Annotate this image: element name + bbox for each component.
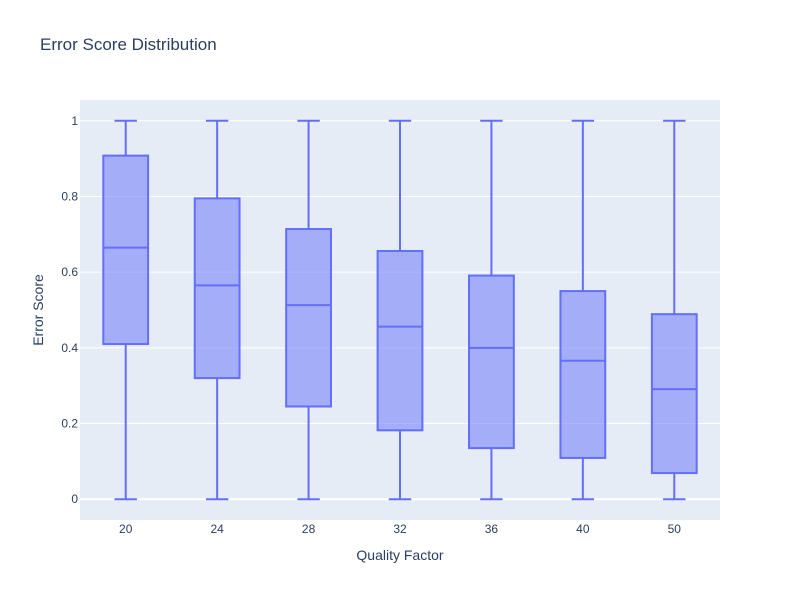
box-iqr xyxy=(468,274,515,450)
box-group xyxy=(285,119,332,501)
y-axis-title: Error Score xyxy=(30,274,46,346)
chart-title: Error Score Distribution xyxy=(40,35,217,54)
y-tick-label: 0.4 xyxy=(61,341,78,355)
box-iqr xyxy=(650,313,698,475)
x-tick-label: 32 xyxy=(393,522,407,536)
y-axis-ticks: 0 0.2 0.4 0.6 0.8 1 xyxy=(61,114,78,506)
y-tick-label: 0.8 xyxy=(61,189,78,203)
x-tick-label: 50 xyxy=(668,522,682,536)
y-tick-label: 0 xyxy=(71,492,78,506)
y-tick-label: 0.6 xyxy=(61,265,78,279)
x-axis-ticks: 20 24 28 32 36 40 50 xyxy=(119,522,681,536)
box-group xyxy=(650,119,698,501)
box-iqr xyxy=(285,228,332,408)
box-iqr xyxy=(193,197,241,380)
box-iqr xyxy=(559,290,607,459)
x-tick-label: 28 xyxy=(302,522,316,536)
box-group xyxy=(102,119,150,501)
x-tick-label: 36 xyxy=(485,522,499,536)
x-tick-label: 24 xyxy=(210,522,224,536)
box-group xyxy=(468,119,515,501)
x-axis-title: Quality Factor xyxy=(356,547,443,563)
y-tick-label: 1 xyxy=(71,114,78,128)
box-group xyxy=(193,119,241,501)
box-plots xyxy=(102,119,698,501)
box-group xyxy=(376,119,424,501)
box-group xyxy=(559,119,607,501)
y-tick-label: 0.2 xyxy=(61,417,78,431)
x-tick-label: 40 xyxy=(576,522,590,536)
x-tick-label: 20 xyxy=(119,522,133,536)
box-iqr xyxy=(376,249,424,432)
box-iqr xyxy=(102,154,150,346)
